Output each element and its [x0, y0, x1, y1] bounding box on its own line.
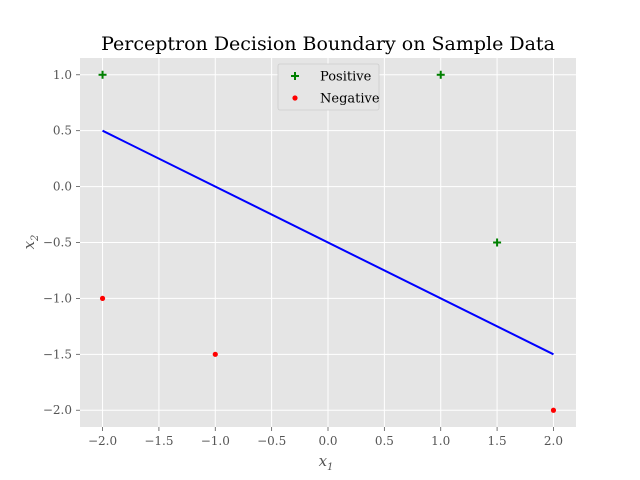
x-tick-label: 2.0 — [544, 434, 563, 448]
boundary-line — [102, 129, 554, 356]
decision-boundary — [102, 129, 554, 356]
chart-title: Perceptron Decision Boundary on Sample D… — [101, 33, 555, 55]
data-points — [98, 70, 557, 413]
x-tick-label: −2.0 — [88, 434, 117, 448]
positive-point — [98, 70, 107, 79]
negative-point — [212, 351, 218, 357]
positive-legend-marker — [291, 72, 299, 80]
y-axis-label: x2 — [20, 235, 41, 250]
y-tick-label: 0.5 — [53, 124, 72, 138]
legend: Positive Negative — [277, 63, 380, 111]
x-tick-label: 0.5 — [375, 434, 394, 448]
x-axis-label-subscript: 1 — [327, 462, 333, 473]
x-tick-label: 1.5 — [488, 434, 507, 448]
negative-legend-label: Negative — [320, 92, 380, 107]
y-tick-label: 1.0 — [53, 68, 72, 82]
positive-point — [493, 238, 502, 247]
negative-legend-marker — [292, 95, 298, 101]
x-axis-label: x1 — [319, 452, 334, 473]
y-tick-label: −0.5 — [43, 236, 72, 250]
x-tick-label: −0.5 — [257, 434, 286, 448]
negative-point — [99, 295, 106, 302]
x-tick-label: −1.5 — [144, 434, 173, 448]
y-axis-ticks: 1.0 0.5 0.0 −0.5 −1.0 −1.5 −2.0 — [43, 68, 80, 417]
y-tick-label: −1.5 — [43, 347, 72, 361]
x-tick-label: 0.0 — [318, 434, 337, 448]
positive-legend-label: Positive — [320, 70, 372, 85]
y-tick-label: −1.0 — [43, 291, 72, 305]
x-tick-label: −1.0 — [201, 434, 230, 448]
x-axis-ticks: −2.0 −1.5 −1.0 −0.5 0.0 0.5 1.0 1.5 2.0 — [88, 427, 563, 448]
x-tick-label: 1.0 — [431, 434, 450, 448]
y-tick-label: 0.0 — [53, 180, 72, 194]
legend-box — [277, 63, 380, 111]
negative-point — [550, 407, 557, 413]
y-axis-label-subscript: 2 — [30, 235, 41, 242]
y-tick-label: −2.0 — [43, 403, 72, 417]
positive-point — [436, 70, 445, 79]
